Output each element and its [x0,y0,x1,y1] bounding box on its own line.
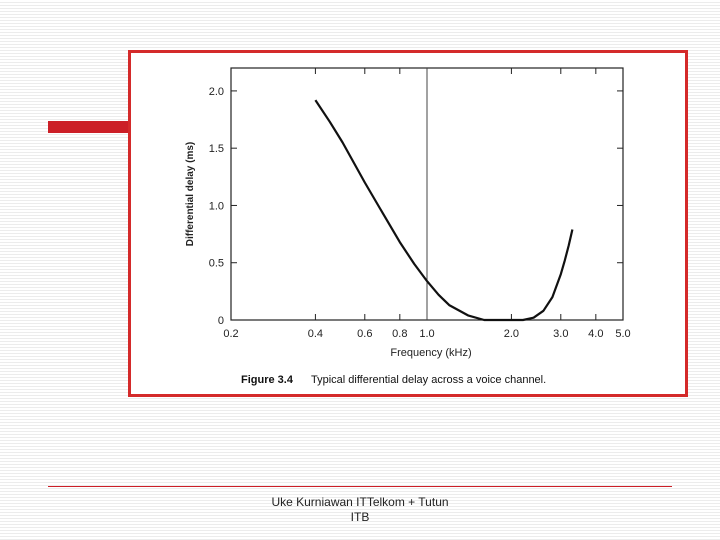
footer: Uke Kurniawan ITTelkom + Tutun ITB [0,495,720,525]
y-tick-label: 1.5 [209,143,224,155]
x-tick-label: 4.0 [588,328,603,340]
figure-number: Figure 3.4 [241,374,293,386]
footer-institution: ITB [350,510,370,524]
x-tick-label: 1.0 [419,328,434,340]
y-tick-label: 0 [218,315,224,327]
y-tick-label: 1.0 [209,200,224,212]
footer-author: Uke Kurniawan ITTelkom + Tutun [271,495,449,509]
x-tick-label: 0.8 [392,328,407,340]
x-tick-label: 5.0 [615,328,630,340]
x-tick-label: 0.4 [308,328,323,340]
figure-caption-text: Typical differential delay across a voic… [310,374,547,386]
x-tick-label: 2.0 [504,328,519,340]
figure-frame: Differential delay (ms) Frequency (kHz) … [128,50,688,397]
chart: Differential delay (ms) Frequency (kHz) … [185,67,631,359]
x-tick-label: 3.0 [553,328,568,340]
y-axis-label: Differential delay (ms) [185,142,196,246]
figure-caption: Figure 3.4 Typical differential delay acr… [241,374,661,386]
y-tick-label: 2.0 [209,86,224,98]
x-axis-label: Frequency (kHz) [390,347,471,359]
footer-divider [48,486,672,487]
x-tick-label: 0.2 [223,328,238,340]
accent-bar [48,121,130,133]
x-tick-label: 0.6 [357,328,372,340]
delay-curve [314,99,574,322]
y-tick-label: 0.5 [209,258,224,270]
